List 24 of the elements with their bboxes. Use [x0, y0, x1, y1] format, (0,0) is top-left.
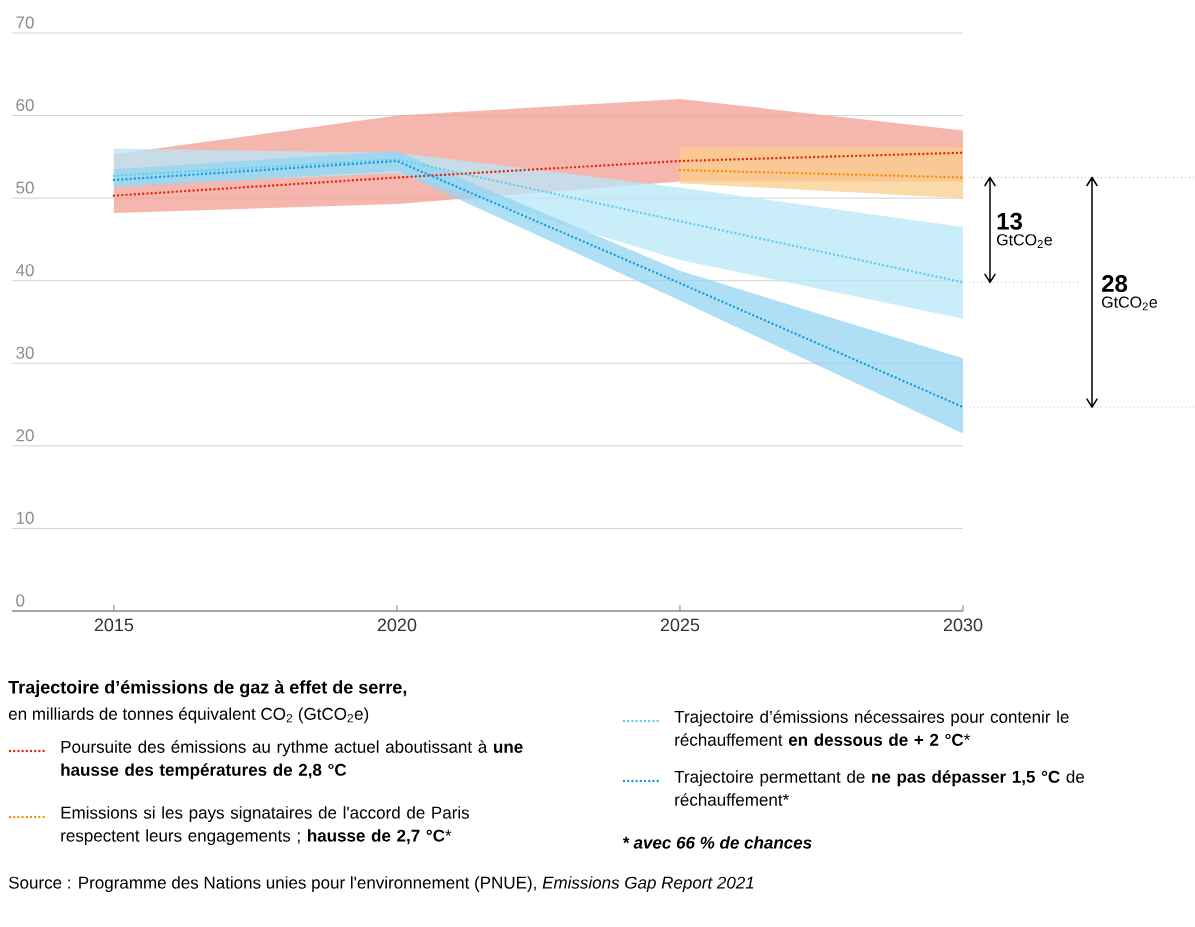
x-tick-label: 2025: [660, 618, 700, 632]
text: * avec 66 % de chances: [622, 836, 812, 849]
y-tick-label: 50: [16, 181, 34, 194]
x-tick-label: 2020: [377, 618, 417, 632]
text: GtCO$_{2}$e: [1102, 296, 1157, 311]
text: 28: [1102, 275, 1128, 293]
y-tick-label: 10: [16, 511, 34, 524]
x-tick-label: 2015: [94, 618, 134, 632]
text: GtCO$_{2}$e: [997, 234, 1053, 248]
y-tick-label: 40: [15, 264, 34, 277]
text: en milliards de tonnes équivalent CO$_{2}$ (GtCO$_{2}$e): [8, 707, 369, 724]
y-tick-label: 70: [16, 16, 34, 29]
text: 13: [997, 212, 1023, 230]
x-tick-label: 2030: [943, 618, 983, 632]
y-tick-label: 20: [16, 429, 34, 442]
y-tick-label: 60: [16, 98, 34, 112]
text: Trajectoire permettant de ne pas dépasser 1,5 °C de réchauffement*: [674, 770, 1085, 806]
legend-label: Emissions si les pays signataires de l'accord de Paris respectent leurs engagements ; hausse de 2,7 °C*: [61, 806, 470, 846]
text: Trajectoire d’émissions de gaz à effet de serre,: [8, 680, 407, 698]
legend-label: Trajectoire d’émissions nécessaires pour contenir le réchauffement en dessous de + 2 °C*: [674, 710, 1069, 746]
y-tick-label: 0: [16, 594, 25, 607]
source-note: Source : Programme des Nations unies pour l'environnement (PNUE), Emissions Gap Report 2021: [8, 876, 754, 893]
y-tick-label: 30: [16, 346, 34, 359]
text: Poursuite des émissions au rythme actuel aboutissant à une hausse des températures de 2,8 °C: [61, 740, 523, 780]
